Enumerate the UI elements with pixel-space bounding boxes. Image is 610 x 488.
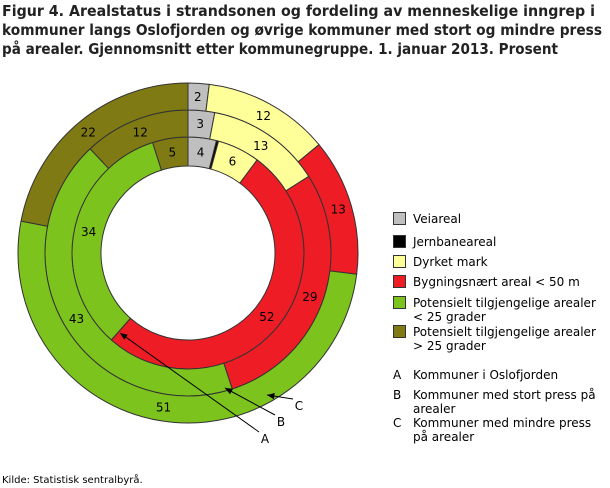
value-label: 2 — [194, 90, 202, 104]
ring-segment — [20, 82, 189, 227]
legend-swatch — [393, 296, 406, 309]
ring-segment — [17, 220, 358, 424]
pointer-head — [225, 388, 233, 395]
legend-label: Potensielt tilgjengelige arealer > 25 gr… — [413, 325, 596, 353]
legend-item: Bygningsnært areal < 50 m — [393, 275, 603, 289]
legend-swatch — [393, 275, 406, 288]
value-label: 22 — [81, 125, 96, 139]
value-label: 34 — [81, 225, 96, 239]
pointer-line — [224, 387, 276, 416]
legend-item: Veiareal — [393, 212, 603, 226]
title-line: kommuner langs Oslofjorden og øvrige kom… — [2, 21, 602, 39]
ring-legend-key: C — [393, 416, 402, 430]
ring-key: B — [277, 415, 285, 429]
title-line: Figur 4. Arealstatus i strandsonen og fo… — [2, 2, 595, 20]
legend-label: Potensielt tilgjengelige arealer < 25 gr… — [413, 296, 596, 324]
value-label: 5 — [169, 146, 177, 160]
ring-legend-label: Kommuner i Oslofjorden — [413, 368, 559, 382]
value-label: 4 — [197, 145, 205, 159]
legend-item: Potensielt tilgjengelige arealer > 25 gr… — [393, 325, 603, 353]
value-label: 12 — [256, 109, 271, 123]
ring-key: C — [295, 399, 303, 413]
legend-label: Veiareal — [413, 212, 462, 226]
legend-label: Dyrket mark — [413, 255, 488, 269]
value-label: 43 — [69, 312, 84, 326]
value-label: 13 — [253, 139, 268, 153]
source: Kilde: Statistisk sentralbyrå. — [2, 473, 143, 486]
value-label: 3 — [196, 117, 204, 131]
legend-swatch — [393, 212, 406, 225]
pointer-head — [267, 393, 275, 400]
pointer-head — [120, 333, 128, 340]
value-label: 52 — [259, 310, 274, 324]
ring-legend-key: B — [393, 388, 402, 402]
title-line: på arealer. Gjennomsnitt etter kommunegr… — [2, 40, 558, 58]
legend-label: Jernbaneareal — [413, 235, 497, 249]
ring-legend-item: B Kommuner med stort press på arealer — [393, 388, 603, 416]
legend-item: Potensielt tilgjengelige arealer < 25 gr… — [393, 296, 603, 324]
legend-swatch — [393, 235, 406, 248]
ring-key: A — [261, 432, 270, 446]
value-label: 13 — [331, 202, 346, 216]
ring-legend-item: A Kommuner i Oslofjorden — [393, 368, 603, 382]
pointer-line — [119, 332, 260, 433]
legend-item: Jernbaneareal — [393, 235, 603, 249]
legend-swatch — [393, 255, 406, 268]
value-label: 29 — [302, 290, 317, 304]
legend-swatch — [393, 325, 406, 338]
ring-legend-item: C Kommuner med mindre press på arealer — [393, 416, 603, 444]
legend-label: Bygningsnært areal < 50 m — [413, 275, 580, 289]
legend-item: Dyrket mark — [393, 255, 603, 269]
ring-legend-label: Kommuner med stort press på arealer — [413, 388, 596, 416]
ring-legend-label: Kommuner med mindre press på arealer — [413, 416, 592, 444]
value-label: 12 — [133, 126, 148, 140]
value-label: 6 — [229, 155, 237, 169]
ring-legend-key: A — [393, 368, 402, 382]
value-label: 51 — [156, 401, 171, 415]
